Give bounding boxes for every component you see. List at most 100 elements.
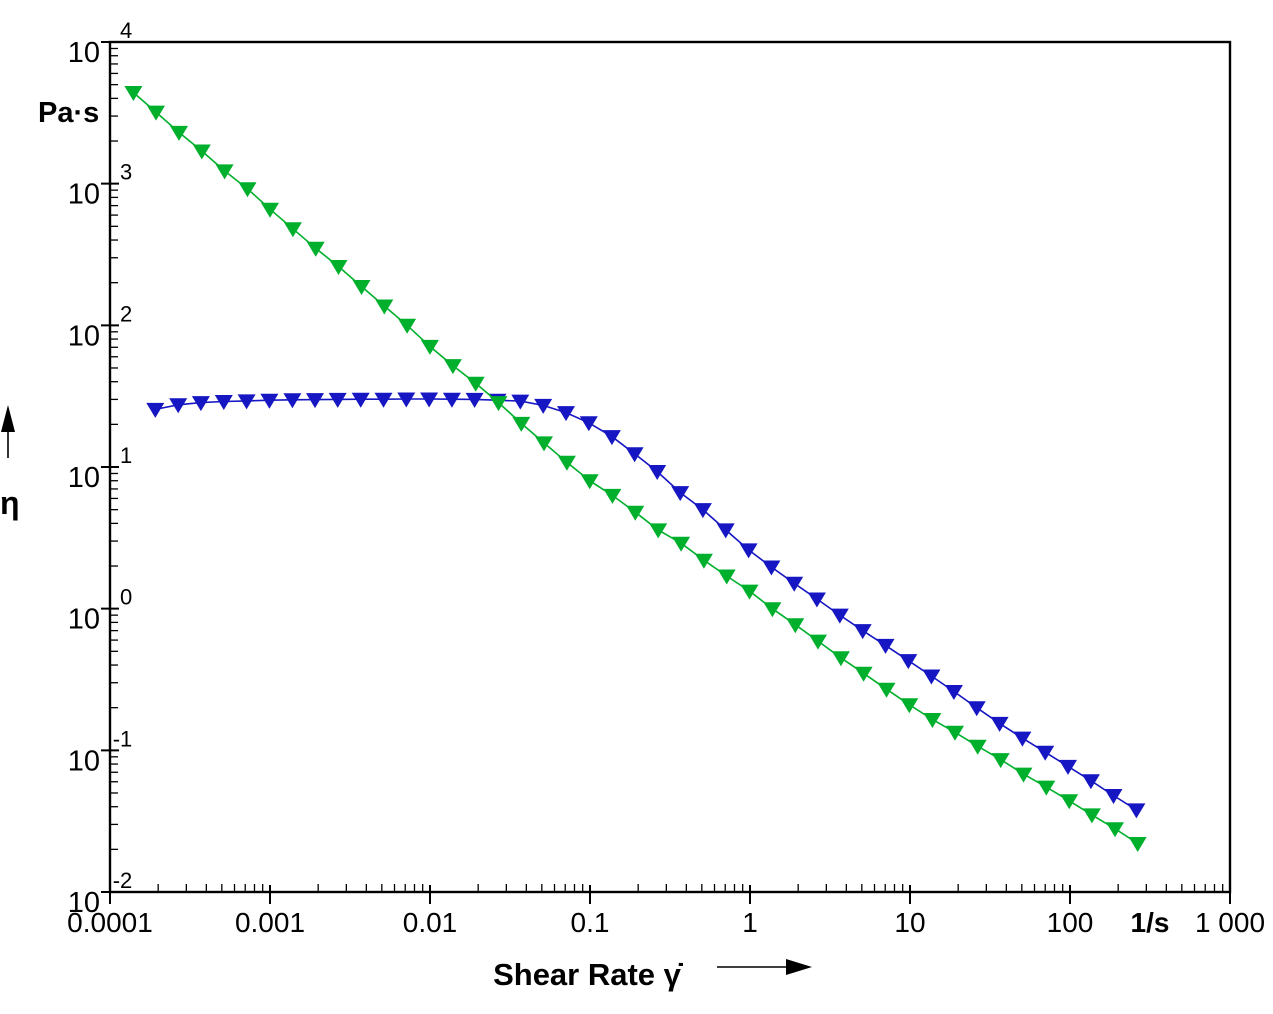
green-viscosity-curve-marker	[124, 86, 143, 101]
blue-viscosity-curve-marker	[465, 392, 484, 408]
blue-viscosity-curve-marker	[785, 576, 804, 592]
y-axis-tick-label: 10 4	[68, 18, 133, 69]
x-axis-unit-label: 1/s	[1131, 907, 1170, 938]
blue-viscosity-curve-marker	[990, 716, 1009, 732]
green-viscosity-curve-marker	[535, 436, 553, 452]
green-viscosity-curve-marker	[329, 260, 348, 275]
x-axis-tick-label: 0.01	[403, 907, 458, 938]
blue-viscosity-curve-marker	[648, 465, 667, 480]
x-axis-tick-label: 0.0001	[67, 907, 153, 938]
y-axis-tick-label: 10 1	[68, 443, 133, 494]
blue-viscosity-curve-marker	[1104, 789, 1123, 804]
x-axis-tick-label: 100	[1047, 907, 1094, 938]
green-viscosity-curve-marker	[466, 376, 485, 392]
green-viscosity-curve-marker	[831, 651, 850, 667]
blue-viscosity-curve-marker	[671, 486, 690, 502]
green-viscosity-curve-marker	[557, 455, 576, 471]
green-viscosity-curve-marker	[489, 396, 508, 412]
green-viscosity-curve-marker	[215, 164, 234, 180]
blue-viscosity-curve-marker	[922, 669, 941, 685]
y-axis-tick-label-base: 10	[68, 179, 100, 211]
green-viscosity-curve-marker	[923, 713, 942, 728]
y-axis-tick-label: 10 -1	[68, 726, 133, 777]
green-viscosity-curve-marker	[694, 553, 713, 569]
green-viscosity-curve-marker	[375, 299, 394, 315]
blue-viscosity-curve-marker	[739, 543, 758, 559]
y-axis-unit-label: Pa·s	[38, 97, 99, 129]
y-axis-tick-label-base: 10	[68, 745, 100, 777]
y-axis-tick-label-base: 10	[68, 604, 100, 636]
blue-viscosity-curve-marker	[397, 392, 416, 408]
blue-viscosity-curve-marker	[260, 393, 279, 409]
y-axis-tick-label: 10 -2	[68, 868, 133, 919]
x-axis-tick-label: 1	[742, 907, 758, 938]
blue-viscosity-curve-marker	[830, 608, 849, 624]
y-axis-title: η	[0, 485, 20, 521]
green-viscosity-curve-marker	[580, 474, 599, 490]
x-axis-arrow-head-icon	[786, 959, 812, 975]
blue-viscosity-curve-marker	[191, 396, 210, 412]
blue-viscosity-curve-marker	[420, 392, 439, 408]
blue-viscosity-curve-marker	[146, 402, 165, 418]
green-viscosity-curve-line	[132, 91, 1139, 845]
y-axis-arrow-head-icon	[1, 405, 15, 432]
blue-viscosity-curve-marker	[1013, 731, 1032, 747]
blue-viscosity-curve-marker	[762, 560, 781, 576]
green-viscosity-curve-marker	[809, 634, 827, 650]
y-axis-tick-label-exponent: 4	[120, 18, 132, 43]
green-viscosity-curve-marker	[170, 125, 188, 141]
x-axis-tick-label: 10	[894, 907, 925, 938]
blue-viscosity-curve-marker	[351, 392, 370, 408]
blue-viscosity-curve-marker	[328, 392, 347, 408]
y-axis-tick-label-exponent: -1	[113, 726, 133, 751]
blue-viscosity-curve-marker	[899, 654, 918, 670]
x-axis-tick-label: 1 000	[1195, 907, 1265, 938]
green-viscosity-curve-marker	[147, 105, 165, 121]
green-viscosity-curve-marker	[900, 698, 919, 714]
green-viscosity-curve-marker	[1082, 808, 1101, 824]
green-viscosity-curve-marker	[763, 602, 782, 618]
green-viscosity-curve-marker	[1106, 822, 1124, 838]
green-viscosity-curve-marker	[420, 339, 439, 355]
green-viscosity-curve-marker	[283, 222, 302, 238]
blue-viscosity-curve-marker	[306, 393, 324, 409]
blue-viscosity-curve-marker	[214, 395, 233, 410]
green-viscosity-curve-marker	[854, 666, 873, 682]
green-viscosity-curve-marker	[352, 280, 371, 295]
blue-viscosity-curve-marker	[1036, 745, 1055, 761]
blue-viscosity-curve-marker	[169, 398, 188, 414]
blue-viscosity-curve-marker	[557, 406, 575, 422]
blue-viscosity-curve-marker	[1059, 759, 1077, 775]
green-viscosity-curve-marker	[786, 618, 805, 634]
green-viscosity-curve-marker	[398, 318, 417, 334]
blue-viscosity-curve-marker	[579, 416, 598, 432]
blue-viscosity-curve-marker	[442, 392, 461, 408]
blue-viscosity-curve-marker	[807, 592, 826, 608]
blue-viscosity-curve-marker	[967, 701, 986, 717]
blue-viscosity-curve-marker	[534, 398, 553, 414]
blue-viscosity-curve-line	[155, 398, 1137, 811]
y-axis-tick-label-base: 10	[68, 887, 100, 919]
green-viscosity-curve-marker	[877, 682, 896, 698]
green-viscosity-curve-marker	[443, 359, 462, 375]
y-axis-tick-label-exponent: 1	[120, 443, 132, 468]
green-viscosity-curve-marker	[672, 536, 691, 552]
green-viscosity-curve-marker	[1037, 780, 1056, 796]
green-viscosity-curve-marker	[1014, 767, 1033, 783]
green-viscosity-curve-marker	[192, 144, 211, 160]
green-viscosity-curve-marker	[603, 488, 622, 504]
blue-viscosity-curve-marker	[237, 394, 256, 410]
green-viscosity-curve-marker	[512, 416, 531, 432]
blue-viscosity-curve-marker	[283, 393, 302, 409]
green-viscosity-curve-marker	[261, 202, 279, 218]
blue-viscosity-curve-marker	[716, 523, 735, 539]
blue-viscosity-curve-marker	[876, 638, 895, 654]
y-axis-tick-label-base: 10	[68, 462, 100, 494]
green-viscosity-curve-marker	[946, 725, 964, 741]
blue-viscosity-curve-marker	[602, 430, 621, 446]
blue-viscosity-curve-marker	[853, 624, 872, 640]
x-axis-tick-label: 0.1	[571, 907, 610, 938]
blue-viscosity-curve-marker	[374, 392, 393, 408]
y-axis-tick-label: 10 3	[68, 160, 133, 211]
